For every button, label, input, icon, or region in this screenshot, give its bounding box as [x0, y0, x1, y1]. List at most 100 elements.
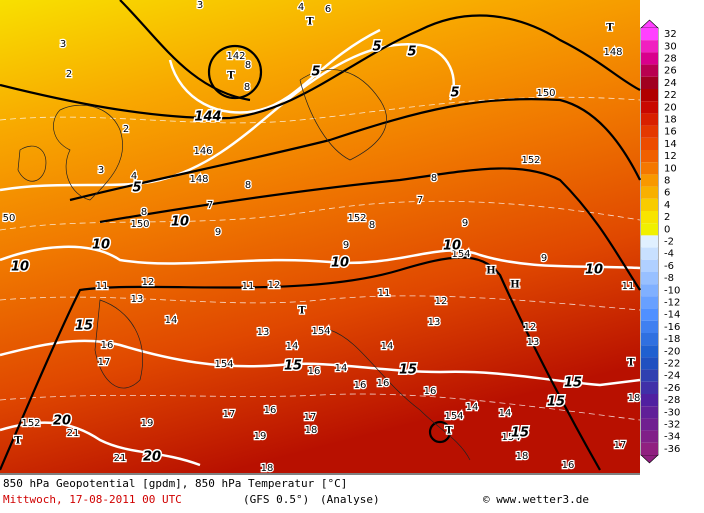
pressure-center: T: [627, 358, 635, 369]
footer-date: Mittwoch, 17-08-2011 00 UTC: [3, 493, 182, 506]
temperature-label: 9: [541, 253, 547, 264]
temperature-label: 16: [562, 460, 575, 471]
legend-label: -22: [664, 359, 680, 370]
legend-swatch: [641, 186, 658, 199]
legend-swatch: [641, 247, 658, 260]
coastlines: [17, 69, 471, 461]
legend-swatch: [641, 137, 658, 150]
temperature-label: 9: [343, 240, 349, 251]
legend-label: 22: [664, 90, 677, 101]
temperature-label: 9: [462, 218, 468, 229]
pressure-center: H: [486, 266, 495, 277]
temperature-label: 13: [257, 327, 270, 338]
legend-label: 12: [664, 151, 677, 162]
legend-label: 2: [664, 212, 670, 223]
temperature-label: 17: [223, 409, 236, 420]
geopotential-label: 154: [501, 432, 520, 443]
geopotential-label: 154: [451, 249, 470, 260]
legend-swatch: [641, 211, 658, 224]
temperature-label: 12: [268, 280, 281, 291]
legend-swatch: [641, 357, 658, 370]
legend-label: -30: [664, 407, 680, 418]
legend-label: -28: [664, 395, 680, 406]
legend-label: -20: [664, 346, 680, 357]
geopotential-label: 150: [536, 88, 555, 99]
temperature-label: 14: [499, 408, 512, 419]
footer-credit: © www.wetter3.de: [483, 493, 589, 506]
legend-swatch: [641, 345, 658, 358]
temperature-label: 17: [98, 357, 111, 368]
temperature-label: 11: [96, 281, 109, 292]
isotherm-label: 15: [564, 376, 582, 391]
temperature-label: 7: [207, 200, 213, 211]
legend-label: -36: [664, 444, 680, 455]
temperature-label: 17: [614, 440, 627, 451]
legend-label: 18: [664, 115, 677, 126]
temperature-label: 2: [123, 124, 129, 135]
temperature-label: 8: [369, 220, 375, 231]
pressure-center: T: [298, 306, 306, 317]
legend-swatch: [641, 394, 658, 407]
temperature-label: 21: [67, 428, 80, 439]
temperature-label: 16: [101, 340, 114, 351]
legend-label: -6: [664, 261, 674, 272]
pressure-center: T: [606, 23, 614, 34]
temperature-label: 19: [254, 431, 267, 442]
temperature-label: 50: [3, 213, 16, 224]
pressure-center: H: [510, 280, 519, 291]
legend-label: 30: [664, 41, 677, 52]
pressure-center: T: [227, 71, 235, 82]
isotherm-label: 5: [311, 65, 320, 80]
legend-swatch: [641, 381, 658, 394]
isotherm-label: 15: [511, 426, 529, 441]
isotherm-label: 15: [399, 363, 417, 378]
temperature-label: 16: [264, 405, 277, 416]
legend-label: 32: [664, 29, 677, 40]
legend-label: 4: [664, 200, 670, 211]
temperature-label: 12: [142, 277, 155, 288]
legend-label: -4: [664, 249, 674, 260]
pressure-center: T: [14, 436, 22, 447]
legend-swatch: [641, 101, 658, 114]
legend-swatch: [641, 174, 658, 187]
temperature-label: 19: [141, 418, 154, 429]
geopotential-label: 152: [521, 155, 540, 166]
temperature-label: 14: [286, 341, 299, 352]
legend-label: 8: [664, 176, 670, 187]
temperature-label: 11: [378, 288, 391, 299]
legend-arrow-bottom: [640, 454, 659, 464]
temperature-label: 14: [381, 341, 394, 352]
legend-swatch: [641, 89, 658, 102]
temperature-label: 14: [335, 363, 348, 374]
temperature-label: 4: [298, 2, 304, 13]
temperature-label: 14: [466, 402, 479, 413]
isotherm-label: 10: [92, 238, 110, 253]
isotherm-label: 15: [75, 319, 93, 334]
isotherm-label: 5: [132, 181, 141, 196]
geopotential-label: 154: [444, 411, 463, 422]
legend-label: -34: [664, 432, 680, 443]
legend-label: -2: [664, 237, 674, 248]
legend-swatch: [641, 284, 658, 297]
isotherm-label: 20: [143, 450, 161, 465]
temperature-label: 16: [308, 366, 321, 377]
temperature-label: 12: [524, 322, 537, 333]
legend-swatch: [641, 28, 658, 41]
legend-label: 6: [664, 188, 670, 199]
legend-swatch: [641, 333, 658, 346]
temperature-label: 21: [114, 453, 127, 464]
legend-label: 10: [664, 163, 677, 174]
temperature-label: 3: [98, 165, 104, 176]
temperature-label: 2: [66, 69, 72, 80]
legend-swatch: [641, 418, 658, 431]
temperature-label: 8: [245, 60, 251, 71]
legend-swatch: [641, 125, 658, 138]
geopotential-label: 146: [193, 146, 212, 157]
legend-swatch: [641, 406, 658, 419]
isotherms: [0, 28, 641, 467]
temperature-label: 9: [215, 227, 221, 238]
legend-label: -16: [664, 322, 680, 333]
geopotential-label: 152: [21, 418, 40, 429]
legend-label: 28: [664, 54, 677, 65]
map-background: [0, 0, 640, 473]
